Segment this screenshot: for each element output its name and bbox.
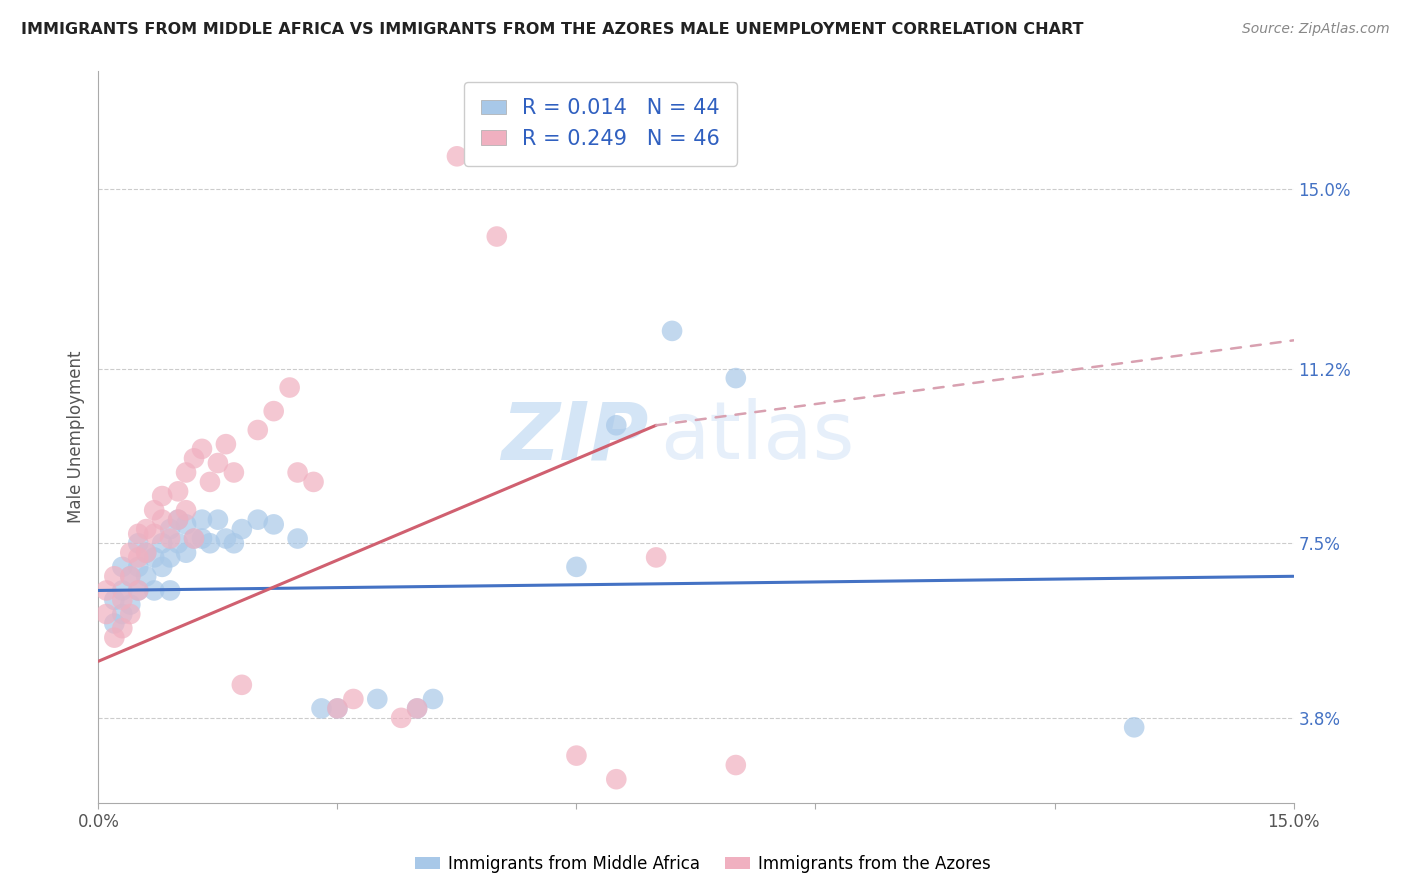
Point [159,550,181,565]
Point [174,546,197,560]
Point [326,701,349,715]
Point [263,404,285,418]
Point [135,522,157,536]
Point [120,607,142,621]
Point [183,532,205,546]
Point [446,149,468,163]
Point [342,692,364,706]
Point [406,701,429,715]
Legend: Immigrants from Middle Africa, Immigrants from the Azores: Immigrants from Middle Africa, Immigrant… [408,848,998,880]
Point [724,371,747,385]
Point [120,569,142,583]
Point [103,631,125,645]
Point [231,678,253,692]
Point [127,583,149,598]
Point [215,437,238,451]
Legend: R = 0.014   N = 44, R = 0.249   N = 46: R = 0.014 N = 44, R = 0.249 N = 46 [464,82,737,166]
Point [127,550,149,565]
Point [150,559,173,574]
Point [111,621,134,635]
Point [207,456,229,470]
Point [215,532,238,546]
Point [191,442,214,456]
Point [207,513,229,527]
Point [263,517,285,532]
Point [246,513,269,527]
Point [120,546,142,560]
Point [120,569,142,583]
Point [167,513,190,527]
Point [287,532,309,546]
Point [1123,720,1146,734]
Text: atlas: atlas [661,398,855,476]
Point [159,583,181,598]
Point [565,559,588,574]
Point [326,701,349,715]
Point [246,423,269,437]
Point [198,536,221,550]
Point [191,532,214,546]
Point [287,466,309,480]
Text: IMMIGRANTS FROM MIDDLE AFRICA VS IMMIGRANTS FROM THE AZORES MALE UNEMPLOYMENT CO: IMMIGRANTS FROM MIDDLE AFRICA VS IMMIGRA… [21,22,1084,37]
Y-axis label: Male Unemployment: Male Unemployment [66,351,84,524]
Point [111,593,134,607]
Point [724,758,747,772]
Point [645,550,668,565]
Point [127,536,149,550]
Point [143,583,166,598]
Point [311,701,333,715]
Point [111,607,134,621]
Point [135,546,157,560]
Point [150,536,173,550]
Point [159,532,181,546]
Point [174,466,197,480]
Point [120,598,142,612]
Point [278,380,301,394]
Point [143,526,166,541]
Point [406,701,429,715]
Point [183,532,205,546]
Point [127,583,149,598]
Point [302,475,325,489]
Point [135,569,157,583]
Point [231,522,253,536]
Point [661,324,683,338]
Point [150,513,173,527]
Point [366,692,388,706]
Point [103,593,125,607]
Point [605,418,627,433]
Point [159,522,181,536]
Point [565,748,588,763]
Point [183,451,205,466]
Point [111,583,134,598]
Point [422,692,444,706]
Point [605,772,627,787]
Point [103,569,125,583]
Text: ZIP: ZIP [501,398,648,476]
Point [127,526,149,541]
Point [150,489,173,503]
Point [167,536,190,550]
Point [191,513,214,527]
Point [103,616,125,631]
Point [167,513,190,527]
Point [111,559,134,574]
Point [135,546,157,560]
Point [167,484,190,499]
Point [127,559,149,574]
Point [222,466,245,480]
Text: Source: ZipAtlas.com: Source: ZipAtlas.com [1241,22,1389,37]
Point [96,607,118,621]
Point [143,550,166,565]
Point [222,536,245,550]
Point [96,583,118,598]
Point [174,517,197,532]
Point [389,711,412,725]
Point [143,503,166,517]
Point [174,503,197,517]
Point [198,475,221,489]
Point [485,229,508,244]
